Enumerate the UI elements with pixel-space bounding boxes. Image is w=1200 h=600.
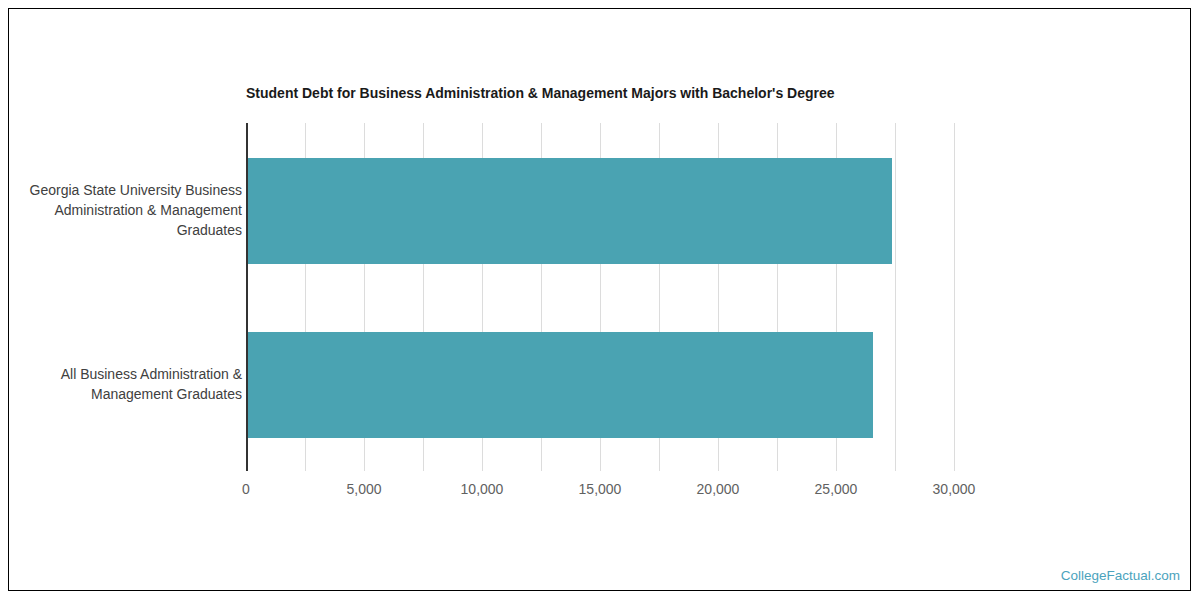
- x-tick-label: 25,000: [815, 481, 858, 497]
- category-label: Georgia State University BusinessAdminis…: [0, 180, 242, 240]
- x-tick-label: 15,000: [579, 481, 622, 497]
- chart-title: Student Debt for Business Administration…: [246, 85, 835, 101]
- bar-1: [248, 332, 873, 438]
- x-tick-label: 10,000: [461, 481, 504, 497]
- category-label: All Business Administration &Management …: [0, 364, 242, 404]
- gridline: [895, 123, 896, 471]
- x-tick-label: 0: [242, 481, 250, 497]
- x-tick-label: 5,000: [346, 481, 381, 497]
- bar-0: [248, 158, 892, 264]
- x-tick-label: 20,000: [697, 481, 740, 497]
- plot-area: [246, 123, 1012, 471]
- brand-link[interactable]: CollegeFactual.com: [1061, 568, 1180, 583]
- x-tick-label: 30,000: [933, 481, 976, 497]
- gridline: [954, 123, 955, 471]
